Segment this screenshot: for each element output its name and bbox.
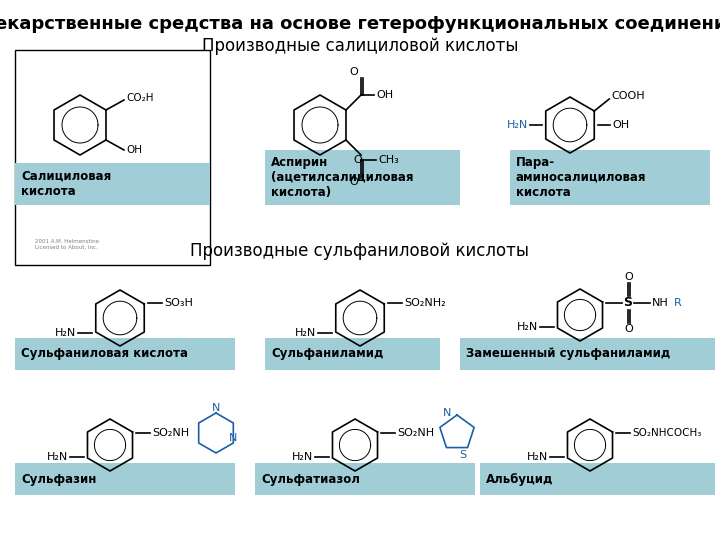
Text: OH: OH	[612, 120, 629, 130]
Text: CO₂H: CO₂H	[126, 93, 153, 103]
Bar	[510, 150, 710, 205]
Bar	[460, 338, 715, 370]
Text: CH₃: CH₃	[378, 155, 399, 165]
Text: O: O	[354, 155, 362, 165]
Text: Сульфатиазол: Сульфатиазол	[261, 472, 360, 485]
Text: N: N	[212, 403, 220, 413]
Text: Сульфаниламид: Сульфаниламид	[271, 348, 383, 361]
Text: Производные сульфаниловой кислоты: Производные сульфаниловой кислоты	[191, 242, 529, 260]
Text: O: O	[625, 272, 634, 282]
Bar	[15, 338, 235, 370]
Text: 2001 A.M. Helmenstine
Licensed to About, Inc.: 2001 A.M. Helmenstine Licensed to About,…	[35, 239, 99, 250]
Text: O: O	[350, 177, 359, 187]
Text: S: S	[624, 296, 632, 309]
Bar	[480, 463, 715, 495]
Text: N: N	[229, 433, 238, 443]
Text: Аспирин
(ацетилсалициловая
кислота): Аспирин (ацетилсалициловая кислота)	[271, 156, 413, 199]
Bar	[15, 163, 210, 205]
Text: H₂N: H₂N	[517, 322, 538, 332]
Text: Сульфаниловая кислота: Сульфаниловая кислота	[21, 348, 188, 361]
Text: Сульфазин: Сульфазин	[21, 472, 96, 485]
Text: S: S	[459, 450, 466, 460]
Text: O: O	[350, 67, 359, 77]
Text: COOH: COOH	[611, 91, 645, 101]
Bar	[15, 50, 210, 265]
Text: Замешенный сульфаниламид: Замешенный сульфаниламид	[466, 348, 670, 361]
Text: H₂N: H₂N	[47, 452, 68, 462]
Bar	[255, 463, 475, 495]
Text: OH: OH	[376, 90, 393, 100]
Text: H₂N: H₂N	[507, 120, 528, 130]
Text: Альбуцид: Альбуцид	[486, 472, 554, 485]
Bar	[15, 463, 235, 495]
Text: Лекарственные средства на основе гетерофункциональных соединений: Лекарственные средства на основе гетероф…	[0, 15, 720, 33]
Bar	[265, 150, 460, 205]
Text: H₂N: H₂N	[527, 452, 548, 462]
Bar	[265, 338, 440, 370]
Text: R: R	[674, 298, 682, 308]
Text: NH: NH	[652, 298, 669, 308]
Text: Салициловая
кислота: Салициловая кислота	[21, 170, 112, 198]
Text: Производные салициловой кислоты: Производные салициловой кислоты	[202, 37, 518, 55]
Text: SO₃H: SO₃H	[164, 298, 193, 308]
Text: SO₂NH₂: SO₂NH₂	[404, 298, 446, 308]
Text: N: N	[443, 408, 451, 418]
Text: OH: OH	[126, 145, 142, 155]
Text: H₂N: H₂N	[55, 328, 76, 338]
Text: H₂N: H₂N	[294, 328, 316, 338]
Text: SO₂NHCOCH₃: SO₂NHCOCH₃	[632, 428, 701, 438]
Text: H₂N: H₂N	[292, 452, 313, 462]
Text: Пара-
аминосалициловая
кислота: Пара- аминосалициловая кислота	[516, 156, 647, 199]
Text: SO₂NH: SO₂NH	[397, 428, 434, 438]
Text: SO₂NH: SO₂NH	[152, 428, 189, 438]
Text: O: O	[625, 324, 634, 334]
